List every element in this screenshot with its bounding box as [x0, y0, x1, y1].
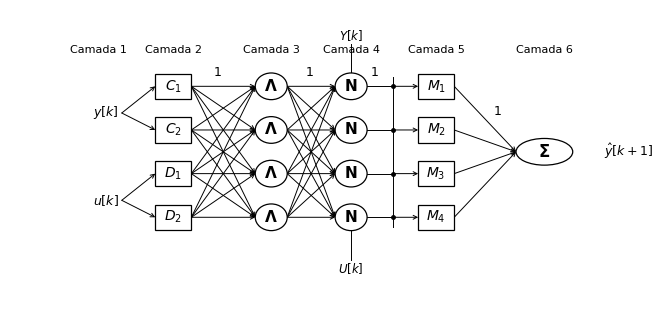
Bar: [418, 74, 454, 99]
Text: Camada 2: Camada 2: [145, 45, 201, 55]
Text: $M_3$: $M_3$: [426, 165, 446, 182]
Bar: [155, 74, 192, 99]
Ellipse shape: [335, 204, 367, 231]
Text: Camada 6: Camada 6: [516, 45, 573, 55]
Text: $C_1$: $C_1$: [165, 78, 182, 94]
Bar: [155, 204, 192, 230]
Text: $M_1$: $M_1$: [426, 78, 446, 94]
Ellipse shape: [255, 117, 287, 143]
Ellipse shape: [255, 160, 287, 187]
Text: $y[k]$: $y[k]$: [93, 105, 119, 122]
Bar: [155, 117, 192, 143]
Bar: [418, 161, 454, 186]
Text: Camada 3: Camada 3: [243, 45, 300, 55]
Text: 1: 1: [213, 66, 221, 79]
Bar: [418, 117, 454, 143]
Text: 1: 1: [494, 105, 502, 118]
Text: 1: 1: [306, 66, 314, 79]
Text: $M_2$: $M_2$: [426, 122, 446, 138]
Text: $Y[k]$: $Y[k]$: [339, 28, 363, 43]
Text: Camada 5: Camada 5: [408, 45, 465, 55]
Text: Λ: Λ: [265, 166, 277, 181]
Ellipse shape: [335, 73, 367, 100]
Text: $D_1$: $D_1$: [164, 165, 182, 182]
Text: Λ: Λ: [265, 210, 277, 225]
Ellipse shape: [335, 160, 367, 187]
Circle shape: [516, 139, 573, 165]
Ellipse shape: [255, 73, 287, 100]
Bar: [155, 161, 192, 186]
Text: Λ: Λ: [265, 79, 277, 94]
Text: N: N: [344, 166, 358, 181]
Text: $\hat{y}[k+1]$: $\hat{y}[k+1]$: [604, 142, 652, 161]
Text: Camada 4: Camada 4: [323, 45, 380, 55]
Text: N: N: [344, 210, 358, 225]
Text: 1: 1: [370, 66, 378, 79]
Text: $u[k]$: $u[k]$: [93, 193, 119, 208]
Ellipse shape: [255, 204, 287, 231]
Text: Λ: Λ: [265, 123, 277, 137]
Text: N: N: [344, 123, 358, 137]
Text: N: N: [344, 79, 358, 94]
Text: $D_2$: $D_2$: [164, 209, 182, 226]
Text: Camada 1: Camada 1: [70, 45, 127, 55]
Text: $U[k]$: $U[k]$: [338, 261, 364, 276]
Text: Σ: Σ: [539, 143, 550, 161]
Ellipse shape: [335, 117, 367, 143]
Text: $M_4$: $M_4$: [426, 209, 446, 226]
Text: $C_2$: $C_2$: [165, 122, 182, 138]
Bar: [418, 204, 454, 230]
